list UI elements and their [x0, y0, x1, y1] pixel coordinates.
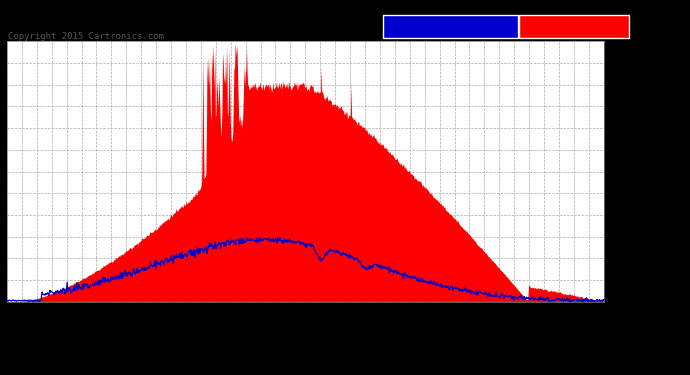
Text: Copyright 2015 Cartronics.com: Copyright 2015 Cartronics.com	[8, 32, 164, 41]
Text: Total PV Power & Effective Solar Radiation  Thu Jul 9  20:30: Total PV Power & Effective Solar Radiati…	[30, 13, 578, 28]
Text: PV Panels (DC Watts): PV Panels (DC Watts)	[520, 22, 620, 31]
Text: Radiation (Effective W/m2): Radiation (Effective W/m2)	[384, 22, 514, 31]
